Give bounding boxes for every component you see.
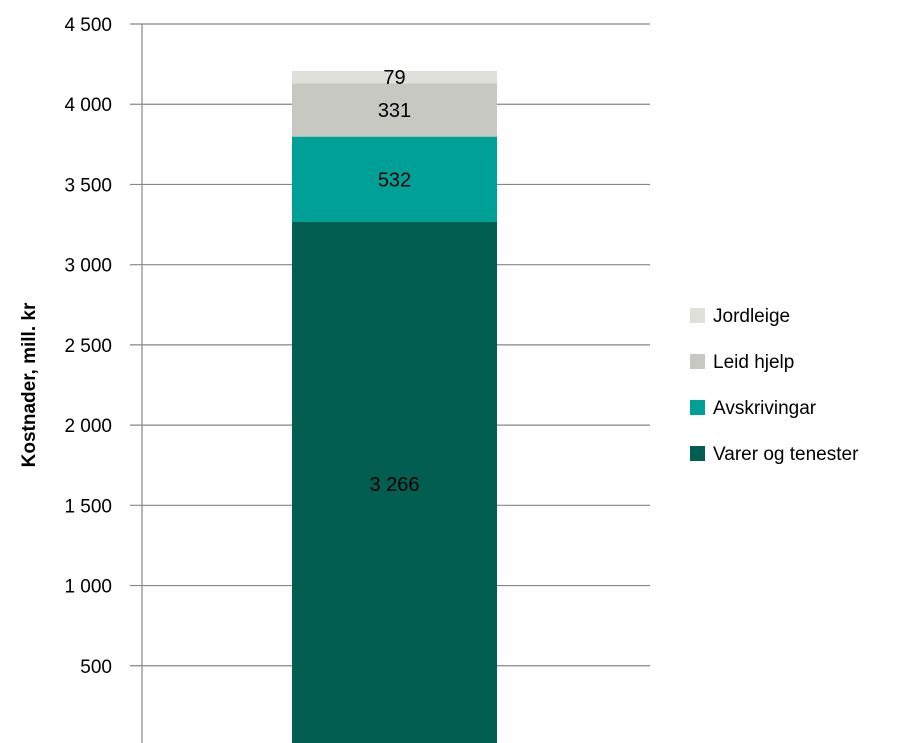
data-label: 532 [378, 169, 411, 191]
legend-label: Avskrivingar [713, 398, 817, 419]
y-tick-label: 4 500 [64, 15, 112, 36]
legend-item: Avskrivingar [690, 398, 817, 419]
y-tick-label: 500 [80, 657, 112, 678]
bar-segment-leid-hjelp [292, 83, 497, 137]
legend-item: Leid hjelp [690, 352, 794, 373]
legend-label: Jordleige [713, 306, 790, 327]
legend-label: Varer og tenester [713, 444, 859, 465]
bar-segment-jordleige [292, 70, 497, 84]
data-labels: 3 266 532 331 79 [369, 67, 419, 496]
bar-segment-avskrivingar [292, 136, 497, 222]
y-tick-labels: 500 1 000 1 500 2 000 2 500 3 000 3 500 4 000 4 … [64, 15, 112, 678]
y-tick-label: 2 500 [64, 336, 112, 357]
legend-swatch [690, 400, 705, 415]
legend-label: Leid hjelp [713, 352, 794, 373]
legend-swatch [690, 354, 705, 369]
legend-item: Jordleige [690, 306, 790, 327]
y-axis-label: Kostnader, mill. kr [19, 302, 40, 467]
y-tick-label: 3 500 [64, 175, 112, 196]
y-tick-label: 1 000 [64, 577, 112, 598]
legend-item: Varer og tenester [690, 444, 859, 465]
bar-stack [292, 70, 497, 743]
data-label: 331 [378, 100, 411, 122]
y-tick-label: 4 000 [64, 95, 112, 116]
legend-swatch [690, 446, 705, 461]
data-label: 3 266 [369, 474, 419, 496]
y-tick-label: 1 500 [64, 496, 112, 517]
legend-swatch [690, 308, 705, 323]
bar-segment-varer-og-tenester [292, 221, 497, 743]
legend: Jordleige Leid hjelp Avskrivingar Varer og … [690, 306, 859, 465]
y-tick-label: 3 000 [64, 256, 112, 277]
y-tick-label: 2 000 [64, 416, 112, 437]
data-label: 79 [383, 67, 405, 89]
